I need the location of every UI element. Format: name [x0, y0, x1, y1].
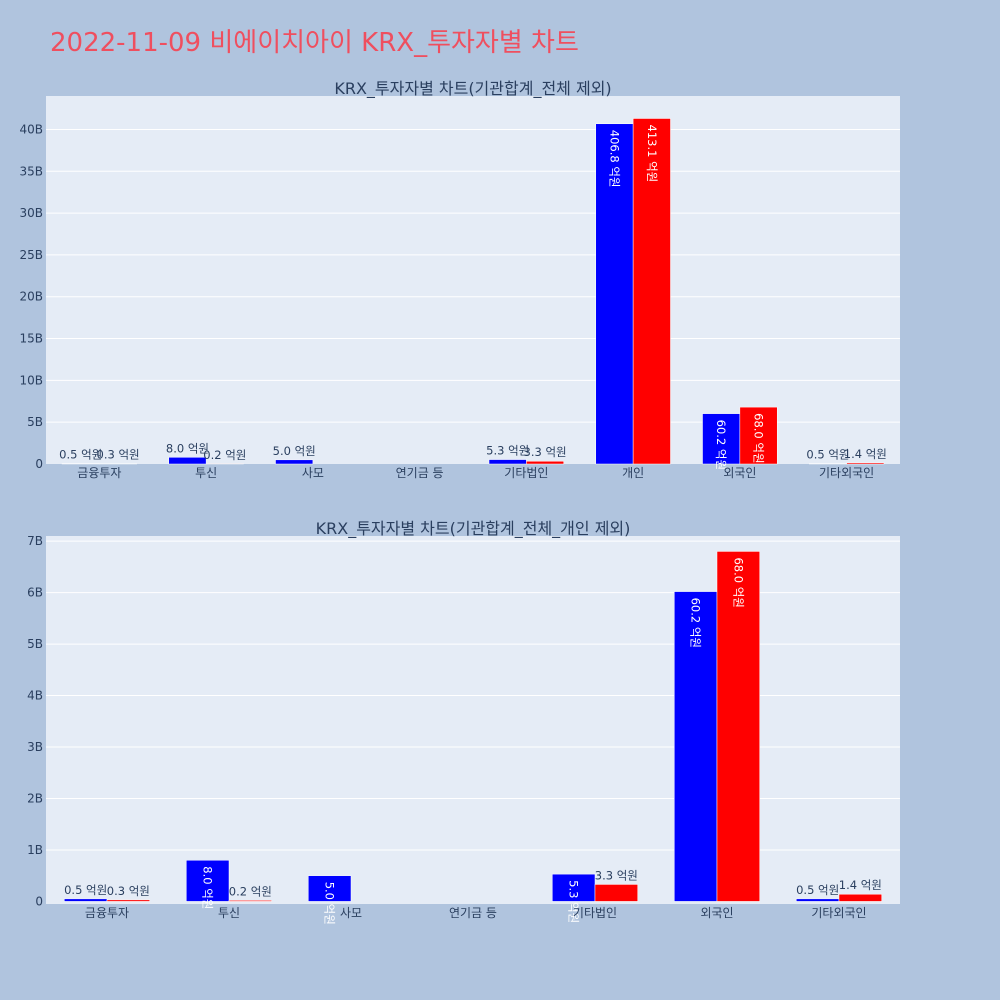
x-tick-label: 투신 [218, 906, 240, 920]
bar [716, 551, 760, 902]
y-tick-label: 25B [19, 248, 43, 262]
y-tick-label: 0 [35, 457, 43, 471]
bar [796, 898, 840, 902]
y-tick-label: 7B [27, 534, 43, 548]
y-tick-label: 35B [19, 164, 43, 178]
x-tick-label: 기타법인 [573, 906, 617, 920]
y-tick-label: 40B [19, 122, 43, 136]
x-tick-label: 투신 [195, 466, 217, 480]
bar [168, 457, 207, 465]
data-label: 0.2 억원 [229, 884, 272, 898]
data-label: 1.4 억원 [844, 447, 887, 461]
bar [526, 460, 564, 465]
data-label: 0.3 억원 [107, 884, 150, 898]
chart-bottom-title: KRX_투자자별 차트(기관합계_전체_개인 제외) [316, 519, 631, 539]
bar [739, 406, 778, 465]
data-label: 0.5 억원 [64, 883, 107, 897]
x-tick-label: 기타법인 [504, 466, 548, 480]
y-tick-label: 30B [19, 206, 43, 220]
bar [632, 118, 671, 465]
data-label: 8.0 억원 [201, 866, 215, 909]
data-label: 3.3 억원 [595, 868, 638, 882]
y-tick-label: 3B [27, 740, 43, 754]
x-tick-label: 연기금 등 [449, 906, 497, 920]
data-label: 5.3 억원 [567, 880, 581, 923]
y-tick-label: 0 [35, 894, 43, 908]
chart-top-title: KRX_투자자별 차트(기관합계_전체 제외) [334, 79, 611, 99]
bar [838, 893, 882, 902]
x-tick-label: 외국인 [700, 906, 733, 920]
bar [846, 462, 885, 465]
x-tick-label: 금융투자 [77, 466, 121, 480]
page-title: 2022-11-09 비에이치아이 KRX_투자자별 차트 [50, 28, 579, 58]
data-label: 5.0 억원 [273, 444, 316, 458]
data-label: 1.4 억원 [839, 878, 882, 892]
data-label: 5.0 억원 [323, 882, 337, 925]
bar [702, 413, 741, 465]
x-tick-label: 사모 [302, 466, 324, 480]
x-tick-label: 기타외국인 [811, 906, 866, 920]
data-label: 68.0 억원 [731, 557, 745, 607]
x-tick-label: 사모 [340, 906, 362, 920]
bar [106, 899, 150, 902]
bar [594, 884, 638, 902]
data-label: 8.0 억원 [166, 441, 209, 455]
x-tick-label: 개인 [622, 466, 644, 480]
bar [186, 860, 230, 902]
x-tick-label: 외국인 [723, 466, 756, 480]
x-tick-label: 기타외국인 [819, 466, 874, 480]
data-label: 60.2 억원 [714, 420, 728, 470]
data-label: 413.1 억원 [645, 124, 659, 182]
data-label: 68.0 억원 [752, 413, 766, 463]
chart-top: KRX_투자자별 차트(기관합계_전체 제외) 0 5B 10B 15B 20B 25B 3… [19, 79, 900, 480]
data-label: 5.3 억원 [486, 444, 529, 458]
chart-bottom: KRX_투자자별 차트(기관합계_전체_개인 제외) 0 1B 2B 3B 4B 5B 6B… [27, 519, 900, 925]
y-tick-label: 20B [19, 290, 43, 304]
bar [488, 459, 527, 465]
data-label: 0.5 억원 [796, 883, 839, 897]
data-label: 0.2 억원 [203, 448, 246, 462]
data-label: 406.8 억원 [607, 130, 621, 188]
y-tick-label: 2B [27, 791, 43, 805]
bar [552, 873, 596, 902]
data-label: 0.5 억원 [59, 448, 102, 462]
data-label: 60.2 억원 [689, 598, 703, 648]
y-tick-label: 5B [27, 415, 43, 429]
y-tick-label: 10B [19, 373, 43, 387]
x-tick-label: 연기금 등 [396, 466, 444, 480]
data-label: 0.5 억원 [806, 448, 849, 462]
y-tick-label: 4B [27, 689, 43, 703]
y-tick-label: 6B [27, 586, 43, 600]
bar [228, 900, 272, 902]
y-tick-label: 1B [27, 843, 43, 857]
y-tick-label: 15B [19, 332, 43, 346]
bar [595, 123, 634, 465]
bar [308, 875, 352, 902]
data-label: 3.3 억원 [524, 445, 567, 459]
bar [674, 591, 718, 902]
bar [275, 459, 314, 465]
plot-area-bottom [46, 536, 900, 904]
bar [64, 898, 108, 902]
y-tick-label: 5B [27, 637, 43, 651]
plot-area-top [46, 96, 900, 464]
data-label: 0.3 억원 [97, 448, 140, 462]
x-tick-label: 금융투자 [85, 906, 129, 920]
